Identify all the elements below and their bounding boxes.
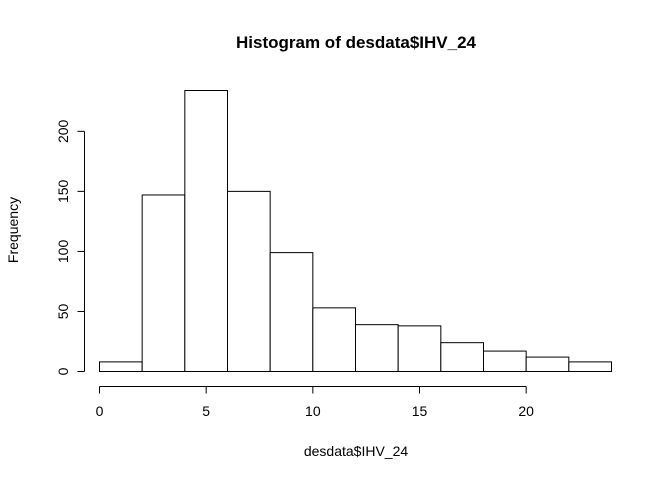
histogram-bar bbox=[440, 342, 485, 372]
x-tick-label: 5 bbox=[202, 403, 210, 419]
x-axis: 0 5 10 15 20 bbox=[96, 386, 534, 419]
x-tick-label: 20 bbox=[518, 403, 534, 419]
histogram-bar bbox=[227, 190, 271, 372]
x-tick-label: 15 bbox=[412, 403, 428, 419]
y-tick-label: 100 bbox=[55, 240, 71, 264]
y-axis-label: Frequency bbox=[5, 197, 21, 263]
histogram-bar bbox=[99, 361, 143, 372]
y-tick-label: 50 bbox=[55, 303, 71, 319]
histogram-bar bbox=[568, 361, 612, 372]
x-tick-label: 0 bbox=[96, 403, 104, 419]
chart-title: Histogram of desdata$IHV_24 bbox=[236, 33, 477, 52]
y-tick-label: 150 bbox=[55, 179, 71, 203]
histogram-bar bbox=[312, 307, 357, 373]
histogram-bar bbox=[269, 252, 314, 372]
histogram-bar bbox=[355, 324, 399, 372]
histogram-bar bbox=[483, 350, 527, 373]
bars-group bbox=[99, 90, 612, 373]
histogram-bar bbox=[397, 325, 442, 372]
histogram-bar bbox=[525, 356, 570, 373]
y-tick-label: 200 bbox=[55, 119, 71, 143]
y-axis: 0 50 100 150 200 bbox=[55, 119, 85, 375]
histogram-bar bbox=[141, 194, 186, 372]
x-tick-label: 10 bbox=[305, 403, 321, 419]
y-tick-label: 0 bbox=[55, 367, 71, 375]
x-axis-label: desdata$IHV_24 bbox=[304, 443, 409, 459]
histogram-bar bbox=[184, 90, 228, 372]
